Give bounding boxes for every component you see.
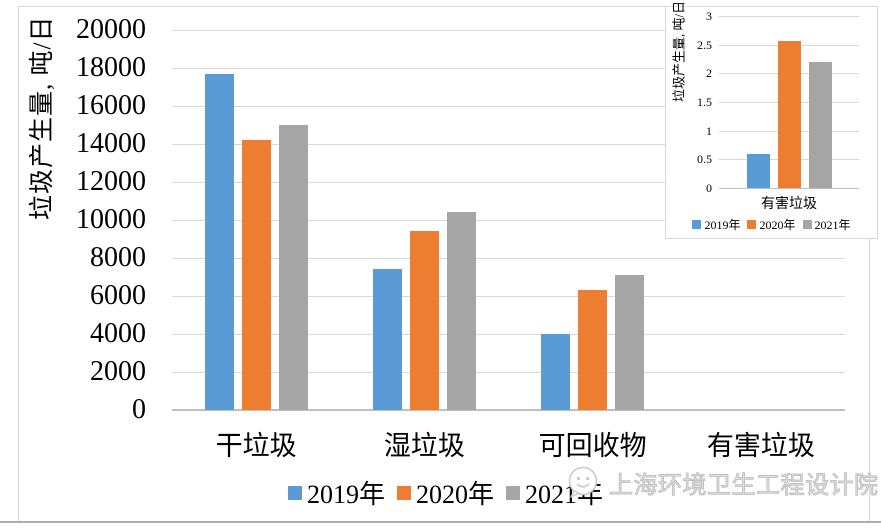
y-tick-label: 3 xyxy=(706,9,712,23)
bar-2020年-可回收物 xyxy=(578,290,608,410)
y-tick-label: 20000 xyxy=(76,14,146,45)
legend-item-2019年: 2019年 xyxy=(288,474,385,511)
legend-item-2020年: 2020年 xyxy=(747,216,796,233)
gridline xyxy=(172,296,845,297)
y-tick-label: 1 xyxy=(706,123,712,138)
legend-item-2020年: 2020年 xyxy=(397,474,494,511)
legend-swatch-icon xyxy=(288,485,302,500)
bar-2021年-可回收物 xyxy=(615,275,645,410)
x-category-label: 湿垃圾 xyxy=(383,431,465,461)
y-tick-label: 2.5 xyxy=(697,37,712,52)
legend-swatch-icon xyxy=(506,485,521,500)
bottom-divider xyxy=(0,521,881,523)
bar-2020年-干垃圾 xyxy=(241,140,271,410)
bar-2021年-干垃圾 xyxy=(278,125,308,410)
x-category-label: 有害垃圾 xyxy=(761,197,817,212)
y-tick-label: 12000 xyxy=(76,166,146,197)
bar-2020年-有害垃圾 xyxy=(777,41,801,188)
main-chart-legend: 2019年 2020年 2021年 xyxy=(288,474,603,511)
bar-2021年-湿垃圾 xyxy=(446,212,476,410)
y-tick-label: 18000 xyxy=(76,52,146,83)
y-tick-label: 16000 xyxy=(76,90,146,121)
y-tick-label: 1.5 xyxy=(697,95,712,109)
watermark: 上海环境卫生工程设计院 xyxy=(563,462,879,502)
gridline xyxy=(172,30,845,31)
gridline xyxy=(172,334,845,335)
x-category-label: 干垃圾 xyxy=(215,431,297,461)
gridline xyxy=(172,182,845,183)
gridline xyxy=(172,106,845,107)
bar-2020年-湿垃圾 xyxy=(409,231,439,410)
y-tick-label: 6000 xyxy=(90,280,146,311)
x-axis-line xyxy=(172,409,845,411)
y-tick-label: 2 xyxy=(706,66,712,81)
watermark-text: 上海环境卫生工程设计院 xyxy=(609,472,879,499)
legend-label: 2020年 xyxy=(759,218,796,232)
y-tick-label: 0 xyxy=(706,181,712,195)
legend-swatch-icon xyxy=(802,220,812,229)
y-tick-label: 4000 xyxy=(90,318,146,349)
legend-swatch-icon xyxy=(397,485,412,500)
y-tick-label: 0.5 xyxy=(697,152,712,167)
bar-2019年-有害垃圾 xyxy=(746,153,770,188)
inset-bar-chart: 2019年 2020年 2021年 垃圾产生量, 吨/日 0 0.5 1 1.5 2 2.5 3 有害… xyxy=(665,1,878,239)
y-tick-label: 10000 xyxy=(76,204,146,235)
legend-item-2021年: 2021年 xyxy=(506,474,603,511)
gridline xyxy=(719,16,859,17)
y-tick-label: 8000 xyxy=(90,242,146,273)
legend-swatch-icon xyxy=(692,220,702,229)
legend-swatch-icon xyxy=(747,220,757,229)
gridline xyxy=(172,258,845,259)
x-category-label: 有害垃圾 xyxy=(706,431,815,461)
gridline xyxy=(172,68,845,69)
bar-2019年-干垃圾 xyxy=(204,73,234,410)
legend-item-2021年: 2021年 xyxy=(802,216,851,233)
bar-2019年-湿垃圾 xyxy=(372,269,402,410)
legend-item-2019年: 2019年 xyxy=(692,216,740,233)
y-tick-label: 2000 xyxy=(90,356,146,387)
x-category-label: 可回收物 xyxy=(538,431,647,461)
x-axis-line xyxy=(719,187,859,189)
legend-label: 2019年 xyxy=(307,480,386,509)
legend-label: 2019年 xyxy=(704,218,741,232)
gridline xyxy=(172,372,845,373)
inset-chart-legend: 2019年 2020年 2021年 xyxy=(666,216,877,233)
gridline xyxy=(172,144,845,145)
gridline xyxy=(172,220,845,221)
wechat-face-logo-icon xyxy=(568,466,598,498)
y-tick-label: 0 xyxy=(132,394,146,425)
legend-label: 2020年 xyxy=(416,480,495,509)
bar-2021年-有害垃圾 xyxy=(808,61,832,188)
y-tick-label: 14000 xyxy=(76,128,146,159)
bar-2019年-可回收物 xyxy=(541,334,571,410)
legend-label: 2021年 xyxy=(814,218,851,232)
